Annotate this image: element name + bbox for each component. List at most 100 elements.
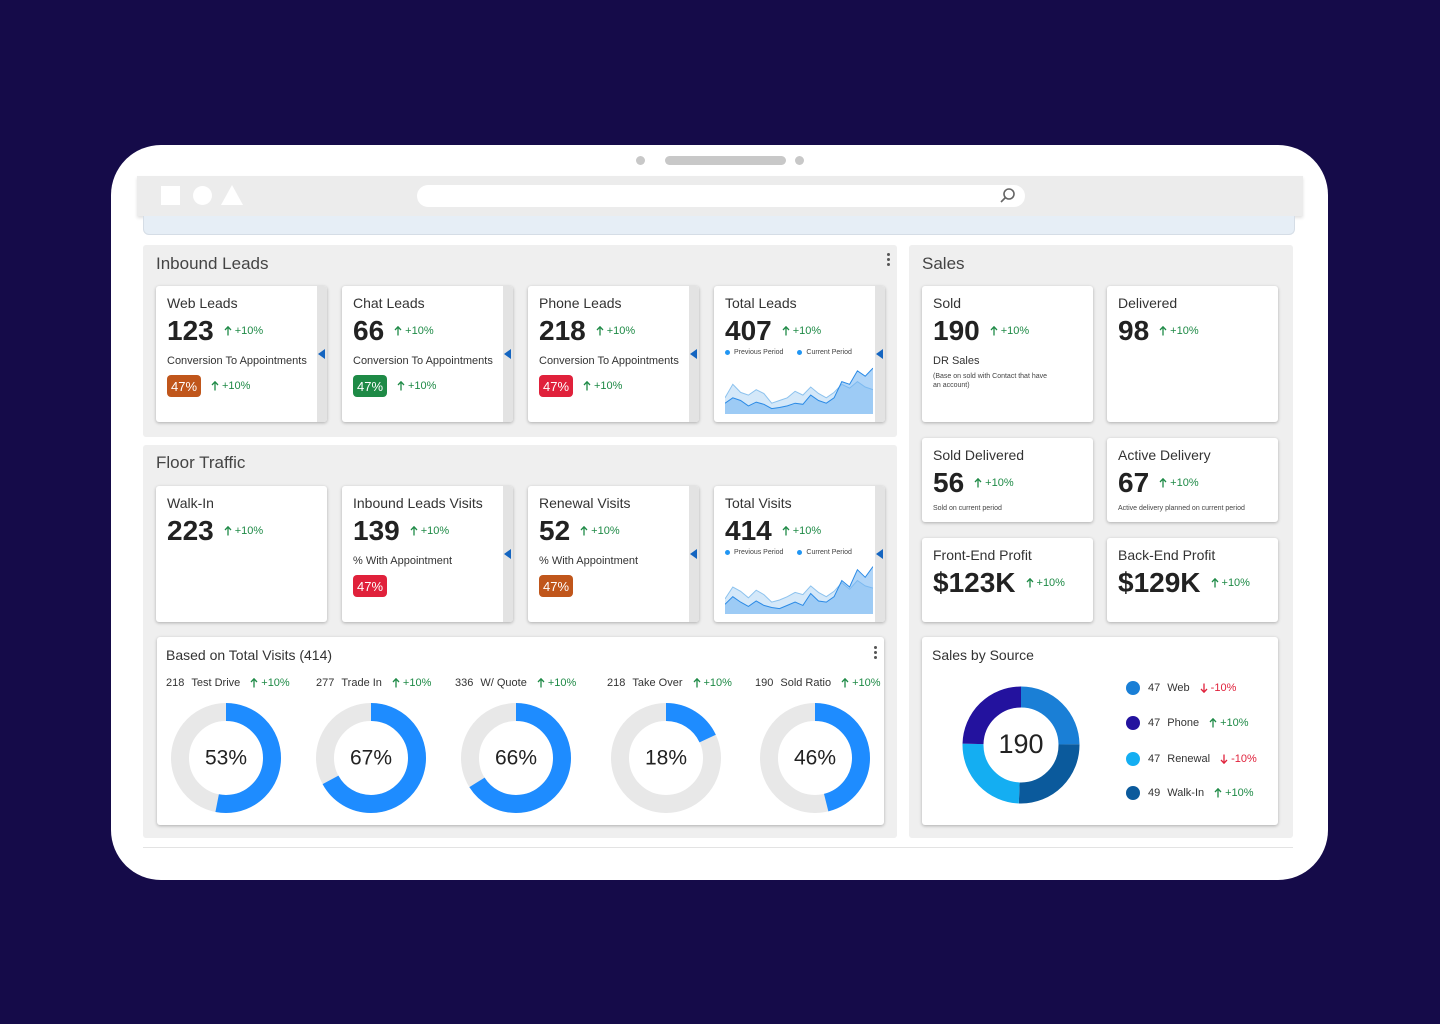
collapse-icon[interactable] [318, 349, 325, 359]
arrow-path [250, 678, 258, 688]
badge: 47% [539, 575, 573, 597]
card-label: Phone Leads [539, 295, 622, 311]
collapse-icon[interactable] [504, 549, 511, 559]
donut-label: Trade In [341, 677, 382, 689]
card-label: Chat Leads [353, 295, 425, 311]
donut-arc [760, 703, 870, 813]
change: -10% [1200, 682, 1236, 694]
bottom-rule [143, 847, 1293, 848]
change-text: +10% [402, 677, 432, 689]
legend-value: 47 [1148, 753, 1161, 765]
change: +10% [974, 477, 1014, 489]
sub-label: % With Appointment [353, 555, 453, 567]
card-label: Renewal Visits [539, 495, 631, 511]
change: +10% [211, 380, 250, 392]
donut-label: Take Over [632, 677, 683, 689]
change: +10% [782, 525, 821, 537]
arrow-up-icon [224, 326, 232, 336]
collapse-strip [317, 286, 327, 422]
change: +10% [1211, 577, 1250, 589]
card-value: 139 [353, 515, 400, 546]
card-value: 414 [725, 515, 772, 546]
speaker [665, 156, 786, 165]
collapse-strip [875, 286, 885, 422]
donut-caption: 190 Sold Ratio +10% [755, 677, 881, 689]
count: 218 [607, 677, 626, 689]
collapse-strip [503, 486, 513, 622]
menu-icon[interactable] [874, 646, 878, 661]
donut-segment [962, 686, 1080, 804]
count: 190 [755, 677, 774, 689]
change-text: +10% [703, 677, 732, 689]
legend-dot [725, 350, 730, 355]
donut-arc [171, 703, 281, 813]
change-text: +10% [792, 525, 822, 537]
triangle [876, 549, 883, 559]
collapse-icon[interactable] [876, 349, 883, 359]
legend-dot [1126, 786, 1140, 800]
panel-title: Floor Traffic [156, 453, 246, 472]
card-value: 407 [725, 315, 772, 346]
change-text: +10% [405, 325, 434, 337]
collapse-icon[interactable] [876, 549, 883, 559]
sparkline-line [725, 367, 873, 410]
arrow-up-icon [1209, 718, 1217, 728]
change: +10% [394, 325, 434, 337]
collapse-icon[interactable] [690, 349, 697, 359]
search-icon[interactable] [999, 187, 1016, 204]
triangle [504, 549, 511, 559]
card: Active Delivery 67 +10% Active delivery pla… [1107, 438, 1278, 522]
menu-icon[interactable] [887, 253, 891, 268]
legend-item: 47 Phone +10% [1126, 715, 1249, 731]
card: Inbound Leads Visits 139 +10% % With Appoin… [342, 486, 513, 622]
value-row: 218 +10% [539, 315, 635, 347]
legend-dot [725, 550, 730, 555]
donut-value: 66% [495, 747, 537, 770]
arrow-up-icon [394, 326, 402, 336]
arrow-path [537, 678, 545, 688]
change-text: +10% [1036, 577, 1065, 589]
collapse-icon[interactable] [690, 549, 697, 559]
card: Total Leads 407 +10% Previous Period Current… [714, 286, 885, 422]
camera-dot [636, 156, 645, 165]
card-value: 56 [933, 467, 965, 498]
card-label: Inbound Leads Visits [353, 495, 483, 511]
arrow-up-icon [782, 326, 790, 336]
card-value: $129K [1118, 567, 1201, 598]
sub-label: Conversion To Appointments [353, 355, 493, 367]
card-label: Sold [933, 295, 962, 311]
change: +10% [693, 677, 732, 689]
arrow-path [1159, 478, 1167, 488]
arrow-path [410, 526, 418, 536]
donut-arc [461, 703, 571, 813]
change-text: +10% [852, 677, 881, 689]
value-row: 190 +10% [933, 315, 1029, 347]
arrow-up-icon [1159, 326, 1167, 336]
arrow-path [583, 381, 591, 391]
arrow-up-icon [580, 526, 588, 536]
value-row: $129K +10% [1118, 567, 1250, 599]
arrow-up-icon [410, 526, 418, 536]
collapse-strip [503, 286, 513, 422]
arrow-path [596, 326, 604, 336]
donut: 46% [760, 703, 870, 813]
value-row: 66 +10% [353, 315, 434, 347]
arrow-path [224, 326, 232, 336]
legend-label: Renewal [1167, 753, 1211, 765]
triangle [690, 549, 697, 559]
collapse-icon[interactable] [504, 349, 511, 359]
card-title: Sales by Source [932, 647, 1034, 663]
count: 336 [455, 677, 474, 689]
card-label: Web Leads [167, 295, 238, 311]
arrow-up-icon [537, 678, 545, 688]
arrow-path [782, 526, 790, 536]
card: Web Leads 123 +10% Conversion To Appointmen… [156, 286, 327, 422]
badge: 47% [353, 375, 387, 397]
change-text: +10% [408, 380, 437, 392]
note: Sold on current period [933, 505, 1002, 512]
square-icon [161, 186, 180, 205]
sub-label: Conversion To Appointments [539, 355, 679, 367]
card-value: 190 [933, 315, 980, 346]
search-bar[interactable] [417, 185, 1025, 207]
count: 218 [166, 677, 185, 689]
